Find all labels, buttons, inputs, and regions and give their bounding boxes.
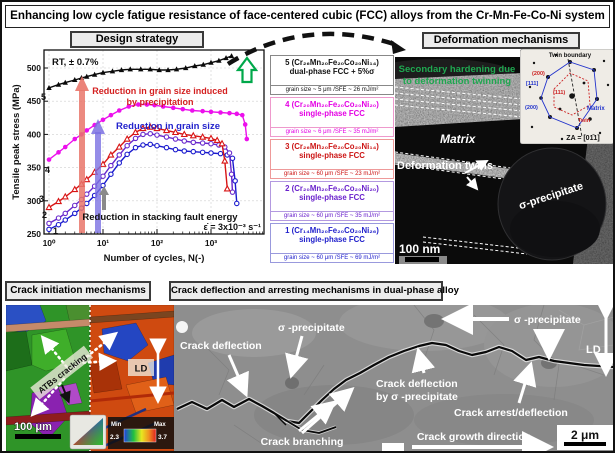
twins-arrow-1 xyxy=(464,160,489,174)
colorbar-min-value: 2.3 xyxy=(110,434,119,441)
sigma-precipitate-region xyxy=(497,147,607,261)
ebsd-ld-text: LD xyxy=(135,364,148,375)
crack-pointer-arrow xyxy=(59,384,71,404)
svg-text:400: 400 xyxy=(27,129,41,139)
by-sigma-label-line2: by σ -precipitate xyxy=(376,391,458,403)
saed-matrix-label: Matrix xyxy=(587,106,605,112)
ebsd-image: ATBs cracking LD 100 μm Min Max 2.3 3.7 xyxy=(6,305,174,451)
misorientation-colorbar: Min Max 2.3 3.7 xyxy=(108,417,174,449)
legend-entry-5: 5 (Cr₂₆Mn₂₀Fe₂₀Co₂₀Ni₁₄) dual-phase FCC +… xyxy=(270,55,394,95)
grain-size-arrow xyxy=(91,119,105,233)
tem-scalebar: 100 nm xyxy=(399,242,447,264)
annotation-black: Reduction in stacking fault energy xyxy=(82,212,238,223)
strain-rate-note: ε̇ = 3x10⁻³ s⁻¹ xyxy=(203,222,261,232)
svg-text:10³: 10³ xyxy=(205,238,217,248)
secondary-hardening-note-line1: Secondary hardening due xyxy=(399,64,516,75)
twins-arrow-2 xyxy=(465,176,479,191)
fatigue-chart: 250 300 350 400 450 500 10⁰ 10¹ 10² 10³ 12 3 4 5 RT, … xyxy=(11,49,265,264)
sigma-left-arrow xyxy=(285,335,309,379)
matrix-label: Matrix xyxy=(440,132,477,146)
saed-111-twin-label: (111) xyxy=(553,90,565,96)
svg-text:4: 4 xyxy=(45,165,50,175)
svg-text:2: 2 xyxy=(42,210,47,220)
tem-image: Secondary hardening due to deformation t… xyxy=(395,57,613,264)
sigma-left-label: σ -precipitate xyxy=(278,322,345,334)
secondary-hardening-arrow-icon xyxy=(235,56,259,84)
chart-legend: 5 (Cr₂₆Mn₂₀Fe₂₀Co₂₀Ni₁₄) dual-phase FCC +… xyxy=(270,55,394,263)
legend-entry-2: 2 (Cr₂₀Mn₂₀Fe₂₀Co₂₀Ni₂₀) single-phase FCC… xyxy=(270,181,394,221)
crack-growth-label: Crack growth direction xyxy=(417,431,531,443)
twin-hexagon xyxy=(553,72,591,116)
legend-entry-3: 3 (Cr₂₆Mn₂₀Fe₂₀Co₂₀Ni₁₄) single-phase FCC… xyxy=(270,139,394,179)
svg-text:10¹: 10¹ xyxy=(97,238,109,248)
annotation-blue: Reduction in grain size xyxy=(116,121,220,132)
sigma-right-label: σ -precipitate xyxy=(514,314,581,326)
colorbar-min-label: Min xyxy=(111,422,122,428)
crack-deflection-label: Crack deflection xyxy=(180,340,262,352)
sem-annotations: σ -precipitate Crack deflection σ -preci… xyxy=(180,305,613,451)
svg-text:500: 500 xyxy=(27,63,41,73)
ebsd-ld-label: LD xyxy=(128,338,167,404)
x-axis-label: Number of cycles, N(-) xyxy=(104,253,205,264)
svg-text:450: 450 xyxy=(27,96,41,106)
saed-200-twin-label: (200) xyxy=(532,71,545,77)
zone-axis-label: ZA = [01̄1] xyxy=(566,134,599,142)
crack-branching-arrow-1 xyxy=(298,400,337,433)
annotation-red-line1: Reduction in grain size induced xyxy=(92,86,228,96)
crack-branching-label: Crack branching xyxy=(261,436,344,448)
svg-text:3: 3 xyxy=(39,194,44,204)
by-sigma-label-line1: Crack deflection xyxy=(376,378,458,390)
crack-arrest-label: Crack arrest/deflection xyxy=(454,407,568,419)
grain-size-precipitation-arrow xyxy=(75,76,89,233)
twin-boundary-label: Twin boundary xyxy=(549,53,592,59)
sfe-arrow xyxy=(99,186,109,210)
secondary-hardening-note-line2: to deformation twinning xyxy=(403,76,511,87)
svg-text:300: 300 xyxy=(27,196,41,206)
crack-arrest-arrow xyxy=(513,361,537,404)
svg-text:10²: 10² xyxy=(151,238,163,248)
crack-branching-arrow-2 xyxy=(301,387,355,435)
legend-entry-4: 4 (Cr₂₀Mn₂₀Fe₂₀Co₂₀Ni₂₀) single-phase FCC… xyxy=(270,97,394,137)
saed-twin-label: Twin xyxy=(578,118,591,124)
ipf-triangle-inset xyxy=(69,414,107,450)
legend-entry-1: 1 (Cr₁₄Mn₂₀Fe₂₀Co₂₀Ni₂₆) single-phase FCC… xyxy=(270,223,394,263)
sem-scalebar: 2 μm xyxy=(557,425,613,450)
ebsd-scalebar-text: 100 μm xyxy=(14,421,52,433)
crack-deflection-header: Crack deflection and arresting mechanism… xyxy=(169,281,459,301)
diffraction-spots xyxy=(528,53,610,141)
svg-text:250: 250 xyxy=(27,229,41,239)
ebsd-scalebar: 100 μm xyxy=(14,421,61,439)
sem-image: σ -precipitate Crack deflection σ -preci… xyxy=(174,305,613,451)
diffraction-pattern-inset: Twin boundary (200) [111] (111) (200) Ma… xyxy=(520,49,613,144)
crack-deflection-arrow xyxy=(226,354,249,398)
masked-patch xyxy=(382,443,404,451)
sem-scalebar-text: 2 μm xyxy=(571,428,599,442)
svg-text:350: 350 xyxy=(27,163,41,173)
colorbar-max-value: 3.7 xyxy=(158,434,167,441)
design-strategy-header: Design strategy xyxy=(70,31,204,48)
sem-ld-label: LD xyxy=(586,344,601,356)
svg-text:1: 1 xyxy=(53,226,58,236)
annotation-red-line2: by precipitation xyxy=(126,97,193,107)
crack-initiation-header: Crack initiation mechanisms xyxy=(5,281,151,301)
debris-particle xyxy=(176,321,188,333)
svg-text:10⁰: 10⁰ xyxy=(43,238,56,248)
svg-text:5: 5 xyxy=(41,92,46,102)
chart-condition-note: RT, ± 0.7% xyxy=(52,57,99,68)
deformation-twins-text: Deformation twins xyxy=(397,160,493,172)
deformation-mechanisms-header: Deformation mechanisms xyxy=(422,32,580,49)
saed-111-matrix-label: [111] xyxy=(526,81,538,87)
tem-scalebar-text: 100 nm xyxy=(399,242,440,256)
by-sigma-arrow xyxy=(411,347,436,374)
figure-title: Enhancing low cycle fatigue resistance o… xyxy=(5,5,610,28)
matrix-hexagon xyxy=(540,61,598,129)
saed-200-matrix-label: (200) xyxy=(525,105,538,111)
deformation-twins-label: Deformation twins xyxy=(397,160,493,172)
y-axis-label: Tensile peak stress (MPa) xyxy=(11,84,22,199)
colorbar-max-label: Max xyxy=(154,422,166,428)
